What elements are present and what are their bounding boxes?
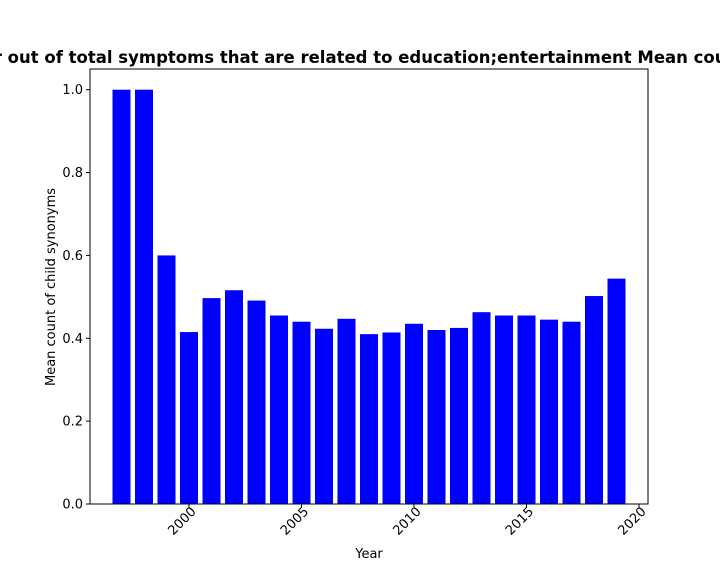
chart-title: Fraction of private symptoms in a year o… [0, 48, 720, 67]
bar-1999 [157, 255, 176, 504]
x-tick-label: 2010 [391, 505, 425, 539]
y-tick-label: 0.2 [62, 415, 83, 430]
bar-2018 [585, 296, 603, 504]
y-axis-ticks: 0.0 0.2 0.4 0.6 0.8 1.0 [62, 83, 90, 513]
y-tick-label: 0.4 [62, 332, 83, 347]
bar-2007 [337, 318, 356, 504]
plot-frame [89, 68, 649, 505]
y-tick-label: 0.8 [62, 166, 83, 181]
bar-2009 [382, 332, 401, 504]
y-tick-label: 1.0 [62, 83, 83, 98]
x-tick-label: 2015 [503, 505, 537, 539]
x-tick-label: 2000 [166, 505, 200, 539]
bar-2005 [292, 321, 311, 504]
x-tick-label: 2005 [278, 505, 312, 539]
bar-2013 [472, 312, 491, 504]
x-axis-label: Year [354, 547, 383, 562]
y-tick-label: 0.0 [62, 498, 83, 513]
bar-2000 [180, 332, 198, 504]
x-tick-label: 2020 [616, 505, 650, 539]
bar-2015 [517, 315, 536, 504]
bars-group [112, 89, 626, 504]
bar-2006 [315, 328, 333, 504]
y-axis-label: Mean count of child synonyms [44, 188, 59, 386]
bar-2019 [607, 278, 626, 504]
bar-1998 [135, 89, 153, 504]
bar-2008 [360, 334, 378, 504]
bar-2002 [225, 290, 243, 504]
bar-2011 [427, 330, 446, 504]
bar-1997 [112, 89, 131, 504]
bar-2004 [270, 315, 288, 504]
y-tick-label: 0.6 [62, 249, 83, 264]
bar-2001 [202, 298, 221, 504]
bar-2010 [405, 323, 423, 504]
bar-2014 [495, 315, 513, 504]
x-axis-ticks: 2000 2005 2010 2015 2020 [166, 504, 650, 539]
bar-2012 [450, 327, 468, 504]
bar-2016 [540, 319, 558, 504]
bar-2017 [562, 321, 581, 504]
bar-2003 [247, 300, 266, 504]
